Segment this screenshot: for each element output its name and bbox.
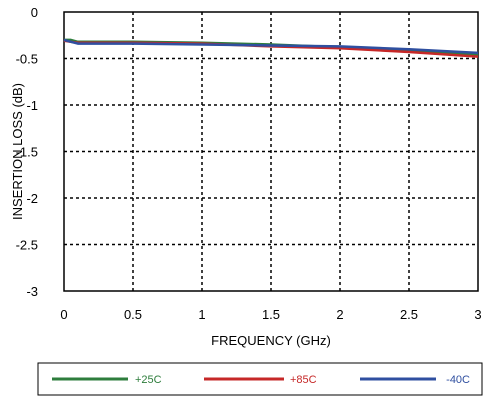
y-tick-label: 0 — [31, 5, 38, 20]
y-tick-label: -1.5 — [16, 145, 38, 160]
y-axis-label: INSERTION LOSS (dB) — [10, 83, 25, 220]
y-tick-label: -3 — [26, 284, 38, 299]
y-tick-label: -0.5 — [16, 52, 38, 67]
y-tick-label: -2.5 — [16, 238, 38, 253]
series-lines — [63, 38, 479, 58]
x-tick-label: 0 — [60, 307, 67, 322]
y-tick-label: -1 — [26, 98, 38, 113]
x-axis-label: FREQUENCY (GHz) — [211, 333, 331, 348]
plot-area-frame — [63, 11, 479, 292]
x-tick-label: 1 — [198, 307, 205, 322]
legend-label-0: +25C — [135, 374, 162, 386]
x-tick-label: 0.5 — [124, 307, 142, 322]
x-tick-label: 2 — [336, 307, 343, 322]
y-tick-label: -2 — [26, 191, 38, 206]
x-tick-label: 1.5 — [262, 307, 280, 322]
axis-ticks: 0 0.5 1 1.5 2 2.5 3 0 -0.5 -1 -1.5 -2 -2.5 -3 — [16, 5, 482, 322]
grid-lines — [64, 12, 478, 291]
legend: +25C +85C -40C — [37, 362, 483, 396]
x-tick-label: 3 — [474, 307, 481, 322]
legend-label-2: -40C — [446, 374, 470, 386]
series-line-2 — [63, 38, 479, 55]
x-tick-label: 2.5 — [400, 307, 418, 322]
legend-label-1: +85C — [290, 374, 317, 386]
